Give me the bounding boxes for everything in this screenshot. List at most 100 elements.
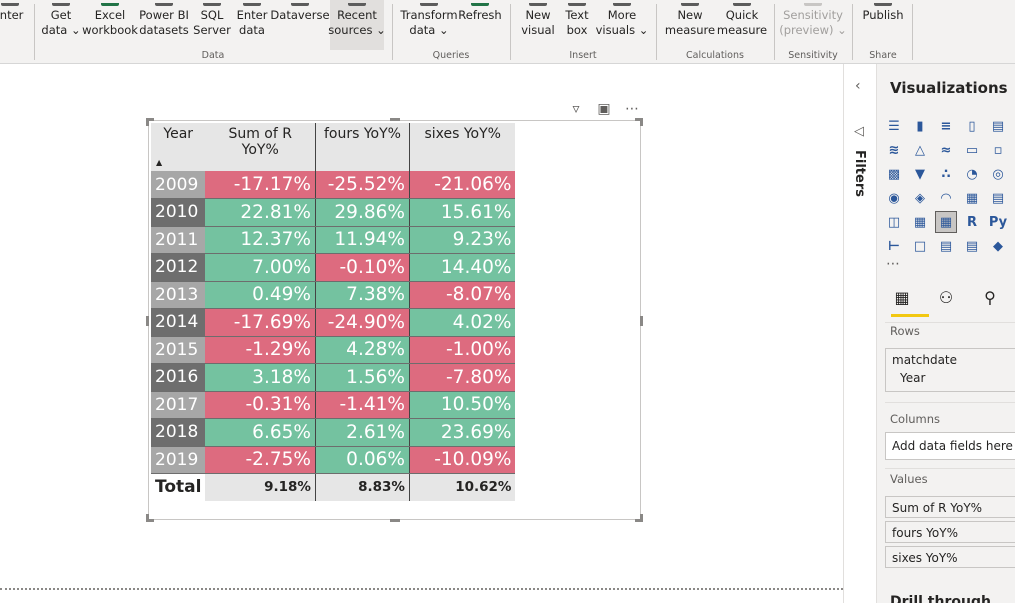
resize-handle[interactable] — [390, 519, 400, 522]
value-cell[interactable]: 11.94% — [314, 226, 410, 254]
value-cell[interactable]: -17.69% — [205, 308, 316, 337]
value-cell[interactable]: 0.06% — [314, 446, 410, 474]
value-cell[interactable]: 22.81% — [205, 198, 316, 227]
value-cell[interactable]: -1.41% — [314, 391, 410, 419]
matrix-icon[interactable]: ▦ — [935, 211, 957, 233]
new-measure-button[interactable]: New measure — [664, 0, 716, 50]
excel-workbook-button[interactable]: Excel workbook — [82, 0, 138, 50]
line-column-icon[interactable]: ▭ — [965, 142, 979, 158]
resize-handle[interactable] — [146, 316, 149, 326]
resize-handle[interactable] — [640, 316, 643, 326]
more-visuals-button[interactable]: More visuals ⌄ — [596, 0, 648, 50]
more-options-icon[interactable]: ⋯ — [625, 101, 639, 117]
filter-icon[interactable]: ▿ — [572, 101, 580, 117]
new-visual-button[interactable]: New visual — [518, 0, 558, 50]
row-header-year[interactable]: 2016 — [151, 363, 206, 392]
value-cell[interactable]: 4.28% — [314, 336, 410, 364]
value-cell[interactable]: 29.86% — [314, 198, 410, 227]
value-cell[interactable]: 7.38% — [314, 281, 410, 309]
values-field-sum-r-yoy[interactable]: Sum of R YoY% — [885, 496, 1015, 518]
resize-handle[interactable] — [146, 519, 154, 522]
refresh-button[interactable]: Refresh — [458, 0, 502, 50]
report-canvas[interactable]: ▿ ▣ ⋯ Year ▲ Sum of R YoY% fours YoY% six… — [0, 64, 843, 603]
rows-subfield[interactable]: Year — [900, 371, 926, 385]
row-header-year[interactable]: 2013 — [151, 281, 206, 309]
resize-handle[interactable] — [640, 514, 643, 522]
table-row[interactable]: 2019 -2.75% 0.06% -10.09% — [151, 446, 516, 474]
column-header-sixes-yoy[interactable]: sixes YoY% — [409, 123, 516, 171]
value-cell[interactable]: 9.23% — [408, 226, 516, 254]
value-cell[interactable]: 12.37% — [205, 226, 316, 254]
row-header-year[interactable]: 2015 — [151, 336, 206, 364]
filters-label[interactable]: Filters — [852, 150, 867, 197]
value-cell[interactable]: 4.02% — [408, 308, 516, 337]
sensitivity-button[interactable]: Sensitivity (preview) ⌄ — [779, 0, 847, 50]
resize-handle[interactable] — [390, 118, 400, 121]
card-icon[interactable]: ▦ — [965, 190, 979, 206]
row-header-year[interactable]: 2018 — [151, 418, 206, 447]
funnel-icon[interactable]: ▼ — [915, 166, 925, 182]
line-chart-icon[interactable]: ≋ — [888, 142, 900, 158]
clustered-column-icon[interactable]: ▯ — [968, 118, 976, 134]
clustered-bar-icon[interactable]: ≡ — [940, 118, 952, 134]
table-row[interactable]: 2011 12.37% 11.94% 9.23% — [151, 226, 516, 254]
value-cell[interactable]: -7.80% — [408, 363, 516, 392]
quick-measure-button[interactable]: Quick measure — [716, 0, 768, 50]
format-tab-icon[interactable]: ⚇ — [938, 287, 954, 307]
value-cell[interactable]: -17.17% — [205, 171, 316, 199]
value-cell[interactable]: 0.49% — [205, 281, 316, 309]
analytics-tab-icon[interactable]: ⚲ — [984, 287, 996, 307]
text-box-button[interactable]: Text box — [560, 0, 594, 50]
value-cell[interactable]: 15.61% — [408, 198, 516, 227]
resize-handle[interactable] — [146, 514, 149, 522]
python-visual-icon[interactable]: Py — [988, 214, 1008, 230]
table-row[interactable]: 2018 6.65% 2.61% 23.69% — [151, 418, 516, 447]
multi-row-card-icon[interactable]: ▤ — [991, 190, 1005, 206]
values-field-sixes-yoy[interactable]: sixes YoY% — [885, 546, 1015, 568]
waterfall-icon[interactable]: ▩ — [887, 166, 901, 182]
table-row[interactable]: 2017 -0.31% -1.41% 10.50% — [151, 391, 516, 419]
powerbi-datasets-button[interactable]: Power BI datasets — [138, 0, 190, 50]
value-cell[interactable]: -24.90% — [314, 308, 410, 337]
dataverse-button[interactable]: Dataverse — [270, 0, 330, 50]
row-header-year[interactable]: 2017 — [151, 391, 206, 419]
value-cell[interactable]: -1.00% — [408, 336, 516, 364]
100-bar-icon[interactable]: ▤ — [991, 118, 1005, 134]
value-cell[interactable]: 2.61% — [314, 418, 410, 447]
column-header-sum-r-yoy[interactable]: Sum of R YoY% — [205, 123, 316, 171]
r-visual-icon[interactable]: R — [966, 214, 977, 230]
sql-server-button[interactable]: SQL Server — [190, 0, 234, 50]
area-chart-icon[interactable]: △ — [915, 142, 925, 158]
value-cell[interactable]: -2.75% — [205, 446, 316, 474]
enter-data-button[interactable]: Enter data — [234, 0, 270, 50]
value-cell[interactable]: -8.07% — [408, 281, 516, 309]
stacked-column-icon[interactable]: ▮ — [916, 118, 924, 134]
value-cell[interactable]: 7.00% — [205, 253, 316, 282]
focus-mode-icon[interactable]: ▣ — [597, 101, 611, 117]
recent-sources-button[interactable]: Recent sources ⌄ — [328, 0, 386, 50]
table-row[interactable]: 2016 3.18% 1.56% -7.80% — [151, 363, 516, 392]
row-header-year[interactable]: 2009 — [151, 171, 206, 199]
value-cell[interactable]: -0.31% — [205, 391, 316, 419]
resize-handle[interactable] — [635, 519, 643, 522]
stacked-bar-icon[interactable]: ☰ — [888, 118, 900, 134]
fields-tab-icon[interactable]: ▦ — [894, 287, 910, 307]
stacked-area-icon[interactable]: ≈ — [940, 142, 952, 158]
scatter-icon[interactable]: ∴ — [941, 166, 951, 182]
resize-handle[interactable] — [640, 118, 643, 126]
power-apps-icon[interactable]: ◆ — [993, 238, 1003, 254]
row-header-year[interactable]: 2011 — [151, 226, 206, 254]
get-data-button[interactable]: Get data ⌄ — [40, 0, 82, 50]
value-cell[interactable]: -0.10% — [314, 253, 410, 282]
row-header-year[interactable]: 2019 — [151, 446, 206, 474]
resize-handle[interactable] — [146, 118, 154, 121]
ribbon-button-inter[interactable]: inter — [0, 0, 26, 50]
row-header-year[interactable]: 2014 — [151, 308, 206, 337]
table-row[interactable]: 2014 -17.69% -24.90% 4.02% — [151, 308, 516, 337]
rows-field[interactable]: matchdate — [892, 353, 958, 367]
pie-chart-icon[interactable]: ◔ — [966, 166, 978, 182]
map-icon[interactable]: ◉ — [888, 190, 900, 206]
value-cell[interactable]: 1.56% — [314, 363, 410, 392]
chevron-left-icon[interactable]: ‹ — [855, 78, 861, 94]
gauge-icon[interactable]: ◠ — [941, 190, 951, 206]
